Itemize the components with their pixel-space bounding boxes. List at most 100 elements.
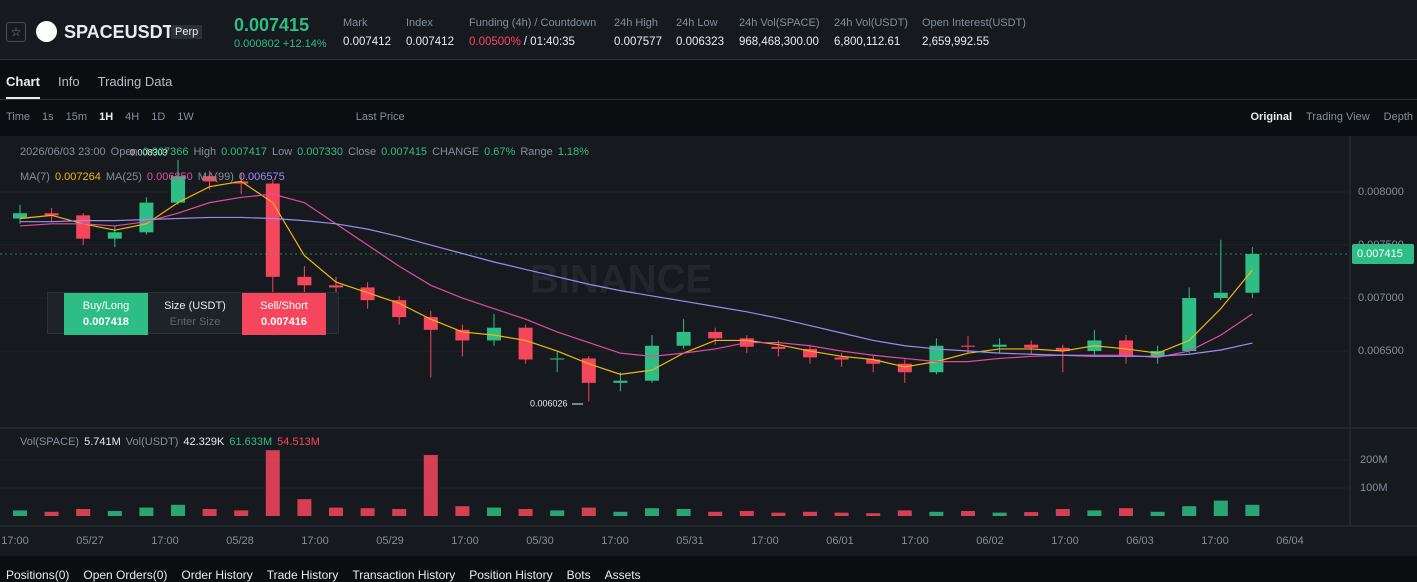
candle-body — [645, 345, 659, 381]
tab[interactable]: Trading Data — [97, 74, 173, 89]
logo — [36, 21, 57, 42]
current-price-tag — [1352, 244, 1414, 265]
candle-body — [518, 327, 533, 360]
candle-body — [1182, 298, 1197, 352]
volume-bar — [392, 509, 407, 516]
legend-text: 1.18% — [558, 146, 589, 158]
legend-text: MA(7) — [20, 171, 50, 183]
last-price: 0.007415 — [234, 15, 310, 35]
tab[interactable]: Chart — [6, 74, 40, 99]
bottom-tabs: Positions(0) Open Orders(0) Order History T… — [6, 568, 655, 582]
x-tick-label: 17:00 — [151, 535, 179, 547]
bottom-tab[interactable]: Open Orders(0) — [83, 568, 168, 582]
volume-bar — [423, 454, 438, 516]
candle-body — [1055, 347, 1070, 352]
interval[interactable]: 1s — [42, 111, 54, 123]
candle-body — [803, 348, 817, 358]
volume-bar — [487, 507, 501, 516]
legend-text: 0.006575 — [239, 171, 285, 183]
volume-bar — [265, 450, 280, 516]
size-input[interactable]: Size (USDT) Enter Size — [148, 293, 242, 335]
stat-value: 0.007577 — [614, 36, 662, 48]
stat: Mark 0.007412 — [343, 17, 391, 48]
bottom-tab[interactable]: Position History — [469, 568, 553, 582]
stat-label: Funding (4h) / Countdown — [469, 17, 597, 29]
interval[interactable]: 1D — [151, 111, 166, 123]
candle-body — [265, 183, 280, 277]
order-panel: Buy/Long 0.007418 Size (USDT) Enter Size S… — [47, 292, 339, 335]
volume-tick-label: 100M — [1360, 482, 1388, 494]
view[interactable]: Trading View — [1306, 111, 1370, 123]
ma-line — [19, 193, 1253, 363]
high-marker: 0.008303 — [130, 147, 168, 157]
candle-body — [360, 287, 375, 301]
stat-value: 6,800,112.61 — [834, 36, 901, 48]
x-tick-label: 17:00 — [301, 535, 329, 547]
candle-body — [487, 327, 501, 341]
x-tick-label: 05/31 — [676, 535, 704, 547]
price-type[interactable]: Last Price — [355, 111, 405, 123]
interval[interactable]: 4H — [125, 111, 140, 123]
ma-line — [19, 180, 1253, 375]
header: ☆ SPACEUSDT Perp 0.007415 0.000802 +12.1… — [0, 0, 1417, 60]
interval[interactable]: Time — [6, 111, 31, 123]
legend-text: Low — [272, 146, 292, 158]
candle-body — [202, 176, 217, 182]
volume-bar — [107, 510, 122, 516]
volume-bar — [518, 509, 533, 516]
volume-bar — [929, 511, 944, 516]
volume-bar — [171, 504, 185, 516]
x-tick-label: 17:00 — [1201, 535, 1229, 547]
candle-body — [992, 344, 1007, 347]
stat-label: Mark — [343, 17, 368, 29]
legend-text: Open — [111, 146, 138, 158]
star[interactable]: ☆ — [6, 22, 26, 42]
interval[interactable]: 1H — [99, 111, 114, 123]
bottom-tab[interactable]: Trade History — [266, 568, 339, 582]
view[interactable]: Depth — [1383, 111, 1413, 123]
volume-bar — [13, 510, 27, 516]
buy-button[interactable]: Buy/Long 0.007418 — [64, 293, 148, 335]
divider — [0, 99, 1417, 100]
legend-text: 5.741M — [84, 436, 121, 448]
ma-line — [20, 216, 1253, 357]
interval[interactable]: 15m — [65, 111, 88, 123]
bottom-tab[interactable]: Positions(0) — [6, 568, 70, 582]
tab[interactable]: Info — [57, 74, 80, 89]
volume-bar — [739, 510, 754, 516]
bottom-tab[interactable]: Bots — [566, 568, 591, 582]
candle-body — [929, 345, 944, 373]
volume-bar — [360, 508, 375, 516]
volume-bar — [803, 511, 817, 516]
x-tick-label: 06/01 — [826, 535, 854, 547]
stat-label: 24h Low — [676, 17, 718, 29]
candle-body — [171, 176, 185, 203]
volume-bar — [234, 510, 249, 516]
size-placeholder: Enter Size — [169, 316, 221, 328]
watermark: BINANCE — [530, 258, 712, 302]
volume-bar — [202, 509, 217, 516]
stat: 24h High 0.007577 — [614, 17, 662, 48]
candle-body — [392, 300, 407, 318]
legend-text: MA(25) — [106, 171, 142, 183]
toolbar: Time 1s 15m 1H 4H 1D 1W Last Price — [6, 111, 417, 123]
interval[interactable]: 1W — [177, 111, 194, 123]
legend-text: 42.329K — [183, 436, 225, 448]
bottom-tab[interactable]: Assets — [604, 568, 641, 582]
y-tick-label: 0.007000 — [1358, 292, 1404, 304]
symbol[interactable]: SPACEUSDT — [64, 22, 174, 42]
view[interactable]: Original — [1250, 111, 1293, 123]
bottom-tab[interactable]: Order History — [181, 568, 253, 582]
stat-value: 0.007412 — [406, 36, 454, 48]
volume-bar — [329, 507, 343, 516]
legend-text: 0.007415 — [381, 146, 427, 158]
candle-body — [866, 359, 881, 364]
volume-bar — [897, 510, 912, 516]
volume-bar — [676, 509, 691, 516]
candle-body — [708, 331, 723, 339]
volume-bar — [1055, 509, 1070, 516]
candle-body — [297, 276, 312, 286]
bottom-tab[interactable]: Transaction History — [352, 568, 456, 582]
sell-button[interactable]: Sell/Short 0.007416 — [242, 293, 326, 335]
